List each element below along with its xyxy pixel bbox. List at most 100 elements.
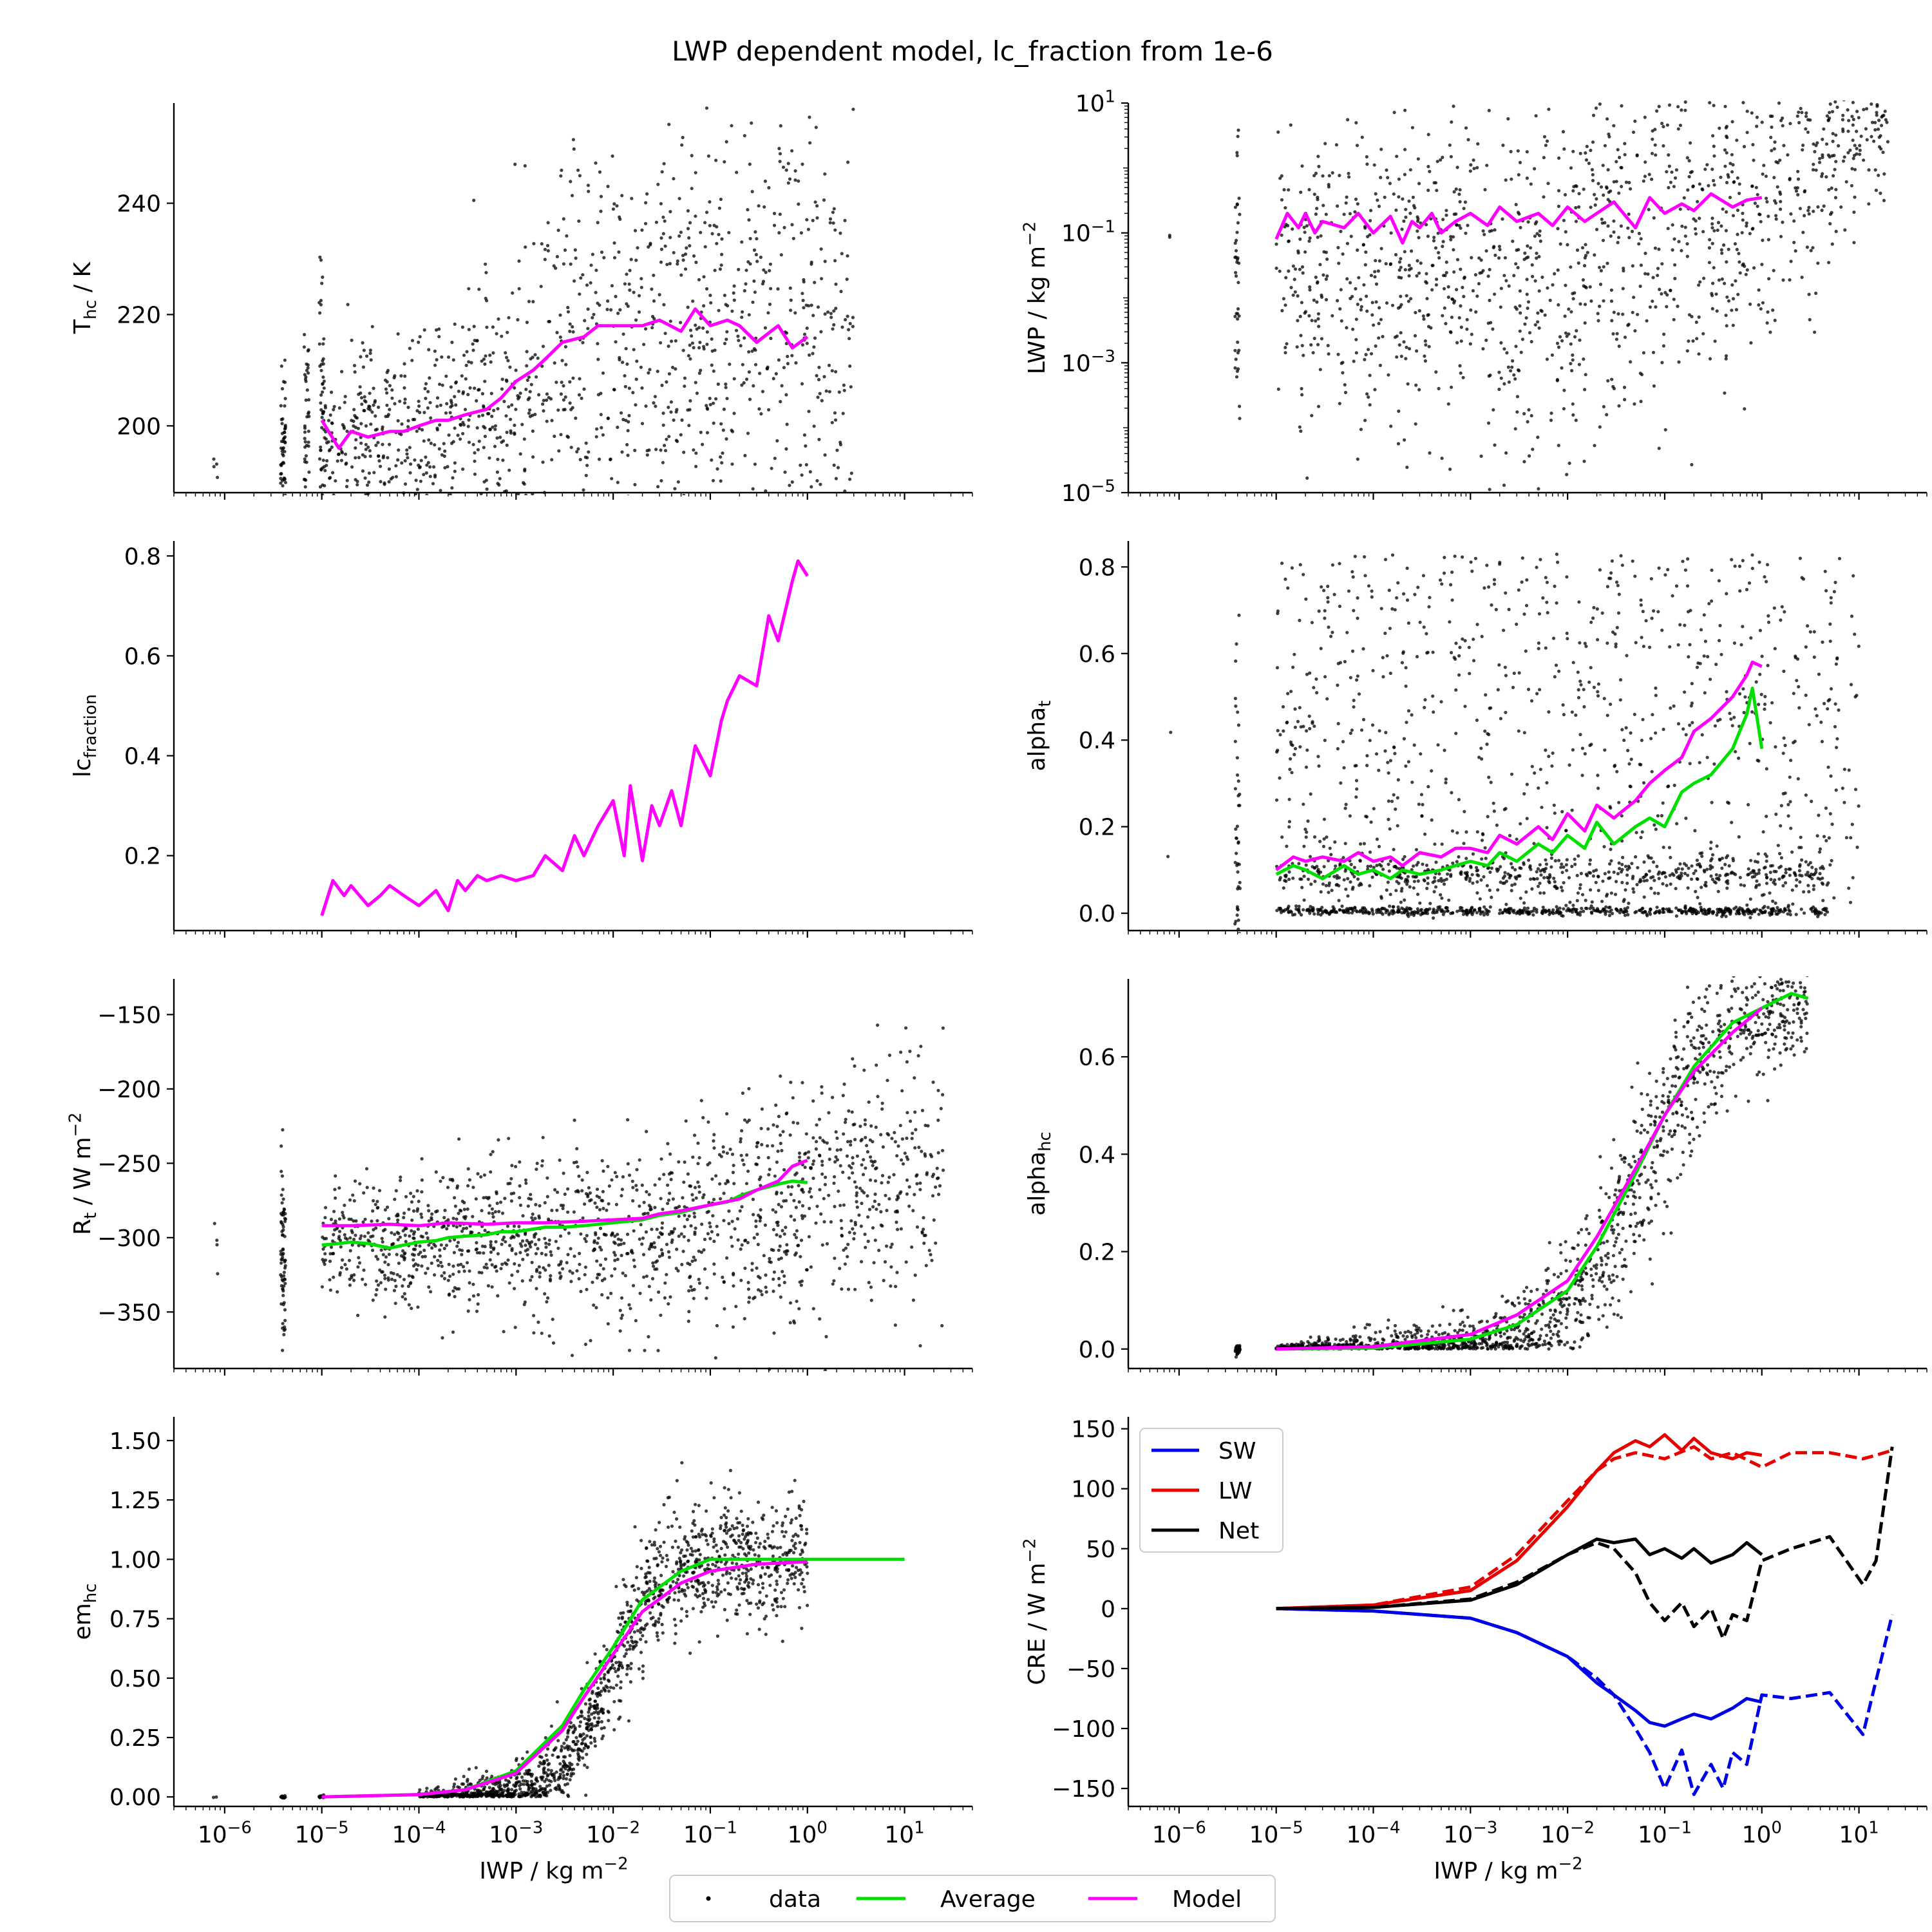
data-point <box>1308 911 1312 915</box>
data-point <box>1616 611 1621 615</box>
data-point <box>1238 404 1242 408</box>
data-point <box>1638 284 1642 289</box>
data-point <box>1498 908 1502 912</box>
data-point <box>1660 122 1664 126</box>
data-point <box>1351 575 1355 579</box>
data-point <box>644 201 648 205</box>
data-point <box>1745 91 1748 94</box>
data-point <box>1450 829 1455 833</box>
data-point <box>1498 562 1502 566</box>
data-point <box>807 410 811 413</box>
data-point <box>464 377 468 381</box>
data-point <box>697 326 701 330</box>
data-point <box>1588 858 1592 862</box>
data-point <box>1542 195 1546 199</box>
data-point <box>1400 911 1404 914</box>
data-point <box>1461 95 1464 98</box>
data-point <box>1815 141 1819 145</box>
data-point <box>1600 217 1604 222</box>
data-point <box>1768 721 1772 724</box>
data-point <box>509 429 513 433</box>
data-point <box>812 424 816 428</box>
data-point <box>1321 273 1325 277</box>
data-point <box>1409 297 1413 301</box>
data-point <box>1877 173 1880 177</box>
data-point <box>578 377 582 381</box>
data-point <box>438 383 442 386</box>
data-point <box>454 380 459 384</box>
data-point <box>417 399 421 403</box>
data-point <box>665 558 668 561</box>
data-point <box>1778 851 1782 856</box>
data-point <box>661 423 665 427</box>
data-point <box>545 392 549 396</box>
data-point <box>1283 346 1287 350</box>
data-point <box>1635 883 1639 887</box>
data-point <box>553 434 556 439</box>
data-point <box>647 245 650 249</box>
y-tick-label: 0.2 <box>124 844 161 870</box>
data-point <box>1537 254 1541 259</box>
data-point <box>485 487 489 491</box>
data-point <box>1379 247 1383 251</box>
data-point <box>1859 135 1863 138</box>
data-point <box>1461 375 1465 379</box>
data-point <box>364 424 368 428</box>
data-point <box>1459 304 1463 308</box>
data-point <box>637 310 641 314</box>
data-point <box>1670 80 1673 83</box>
data-point <box>529 383 533 386</box>
data-point <box>784 393 788 397</box>
data-point <box>1416 879 1420 883</box>
data-point <box>1415 274 1419 278</box>
data-point <box>1287 240 1291 243</box>
data-point <box>1751 143 1755 147</box>
data-point <box>1784 867 1788 871</box>
data-point <box>1769 878 1773 882</box>
data-point <box>1306 819 1310 823</box>
data-point <box>523 164 527 168</box>
data-point <box>1316 155 1320 158</box>
data-point <box>1540 275 1544 279</box>
data-point <box>446 355 451 359</box>
data-point <box>1812 655 1816 659</box>
data-point <box>1426 133 1430 137</box>
data-point <box>722 407 726 412</box>
data-point <box>1554 663 1558 667</box>
data-point <box>1302 573 1305 576</box>
data-point <box>1464 231 1468 235</box>
data-point <box>1388 904 1392 908</box>
data-point <box>1355 910 1359 914</box>
data-point <box>1529 877 1533 881</box>
data-point <box>746 260 750 264</box>
data-point <box>1754 680 1758 684</box>
data-point <box>1387 799 1390 803</box>
data-point <box>789 298 793 302</box>
data-point <box>1314 212 1318 216</box>
data-point <box>1654 305 1658 309</box>
data-point <box>531 299 535 303</box>
data-point <box>1787 46 1790 50</box>
data-point <box>1645 914 1649 918</box>
data-point <box>1610 319 1614 323</box>
data-point <box>691 299 695 303</box>
data-point <box>1701 332 1705 336</box>
data-point <box>833 228 837 232</box>
data-point <box>1286 586 1290 590</box>
data-point <box>456 433 460 437</box>
data-point <box>1343 869 1347 873</box>
data-point <box>319 448 323 452</box>
data-point <box>1683 906 1687 911</box>
data-point <box>1582 909 1586 913</box>
data-point <box>652 299 656 303</box>
data-point <box>415 511 419 514</box>
data-point <box>1403 268 1407 272</box>
data-point <box>479 544 482 547</box>
data-point <box>679 433 683 437</box>
data-point <box>1771 899 1775 903</box>
data-point <box>832 309 836 313</box>
data-point <box>1413 910 1417 914</box>
data-point <box>1461 637 1464 641</box>
data-point <box>705 106 709 110</box>
data-point <box>1830 211 1833 214</box>
